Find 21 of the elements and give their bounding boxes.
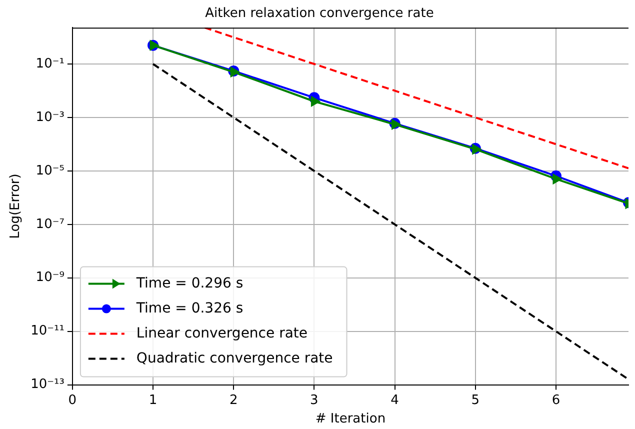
- legend-label: Time = 0.296 s: [135, 275, 244, 292]
- x-tick-label: 0: [68, 392, 77, 408]
- y-tick-label: 10⁻⁹: [36, 270, 64, 286]
- legend-label: Linear convergence rate: [136, 325, 308, 342]
- y-tick-label: 10⁻¹³: [30, 377, 64, 392]
- chart-title: Aitken relaxation convergence rate: [205, 6, 434, 22]
- y-tick-label: 10⁻¹¹: [30, 324, 64, 339]
- x-tick-label: 4: [390, 392, 399, 408]
- x-tick-label: 6: [552, 392, 560, 408]
- x-tick-label: 3: [310, 392, 318, 408]
- y-tick-label: 10⁻³: [36, 110, 64, 125]
- y-tick-label: 10⁻⁷: [36, 216, 64, 232]
- x-axis-title: # Iteration: [315, 412, 386, 427]
- x-tick-label: 2: [229, 392, 238, 408]
- y-tick-label: 10⁻⁵: [36, 163, 64, 178]
- legend-label: Quadratic convergence rate: [136, 350, 333, 366]
- legend-label: Time = 0.326 s: [135, 300, 244, 316]
- y-tick-label: 10⁻¹: [36, 56, 64, 72]
- y-axis-title: Log(Error): [8, 174, 24, 239]
- x-tick-label: 5: [471, 392, 480, 408]
- x-tick-label: 1: [148, 392, 158, 408]
